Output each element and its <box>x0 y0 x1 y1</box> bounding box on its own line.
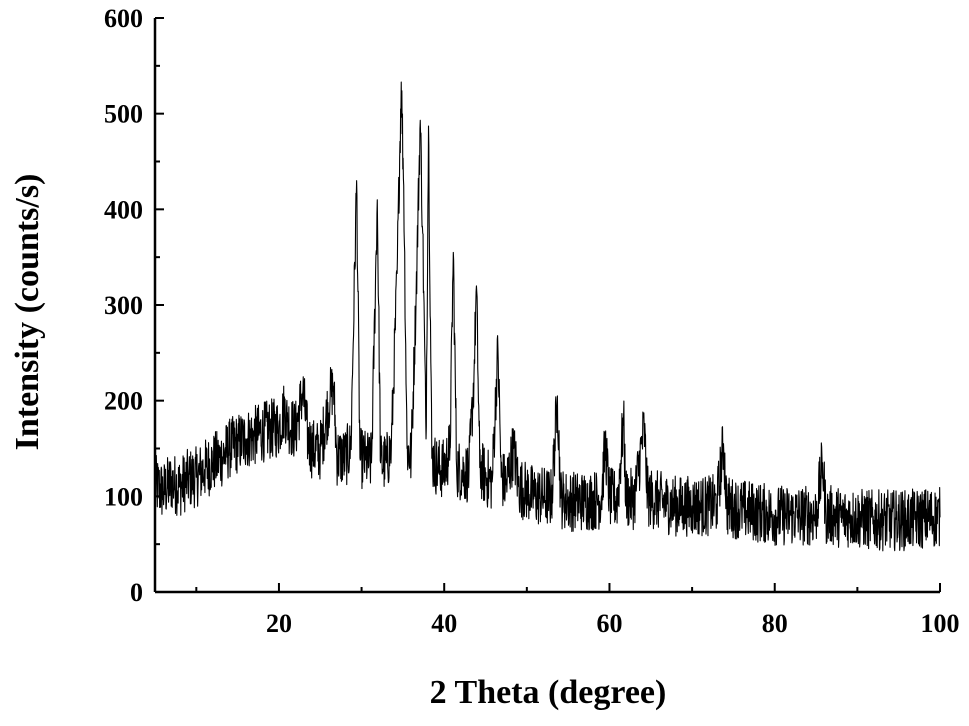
y-axis-title: Intensity (counts/s) <box>9 174 46 451</box>
y-tick-label: 0 <box>130 578 143 607</box>
x-tick-label: 80 <box>762 609 788 638</box>
y-tick-label: 600 <box>104 4 143 33</box>
x-tick-label: 60 <box>596 609 622 638</box>
y-axis: 0 100 200 300 400 500 600 <box>104 4 164 607</box>
y-tick-label: 500 <box>104 100 143 129</box>
y-tick-label: 300 <box>104 291 143 320</box>
plot-area <box>154 81 941 552</box>
x-tick-label: 40 <box>431 609 457 638</box>
y-tick-label: 200 <box>104 387 143 416</box>
x-axis-title: 2 Theta (degree) <box>430 674 667 711</box>
x-tick-label: 20 <box>266 609 292 638</box>
x-tick-label: 100 <box>921 609 960 638</box>
x-axis: 20 40 60 80 100 <box>155 583 960 638</box>
series-line <box>154 81 941 552</box>
y-tick-label: 400 <box>104 195 143 224</box>
y-tick-label: 100 <box>104 482 143 511</box>
